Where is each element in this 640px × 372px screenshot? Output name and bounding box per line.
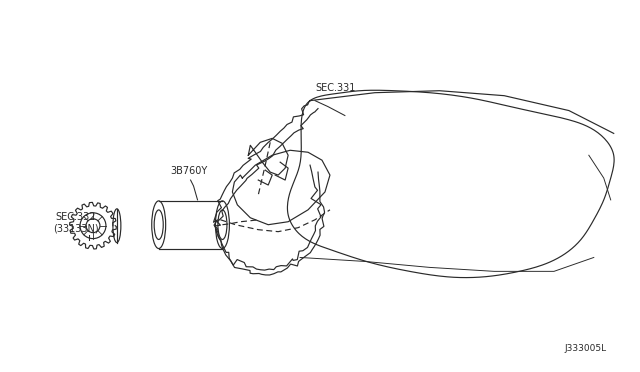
Text: J333005L: J333005L [564,344,607,353]
Text: 3B760Y: 3B760Y [170,166,207,176]
Text: SEC.331: SEC.331 [315,83,355,93]
Text: SEC.332
(33133N): SEC.332 (33133N) [53,212,99,233]
